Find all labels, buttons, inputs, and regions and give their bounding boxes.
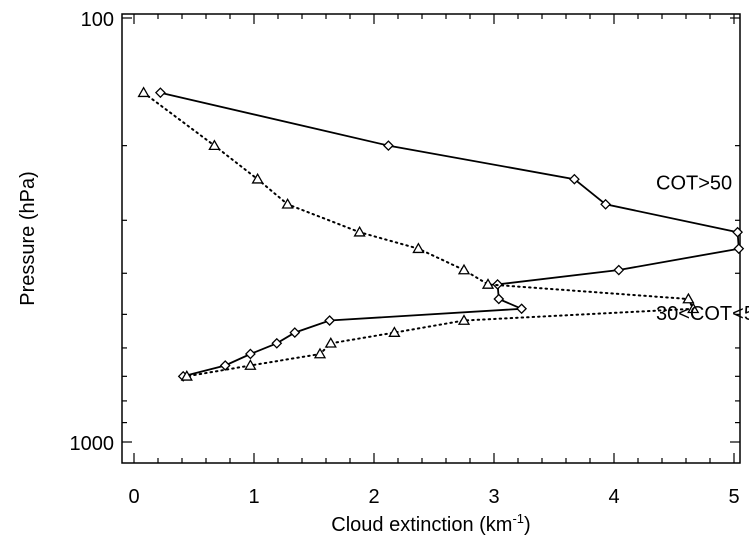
x-tick-label: 3 xyxy=(488,486,499,508)
data-point xyxy=(687,302,700,314)
annotation-2: 30<COT<50 xyxy=(656,303,749,325)
y-axis: 100 1000 xyxy=(70,9,740,455)
data-point xyxy=(481,278,495,289)
data-point xyxy=(382,140,394,152)
x-axis: 0 1 2 3 4 5 xyxy=(128,14,740,508)
data-point xyxy=(271,337,283,349)
data-point xyxy=(682,292,695,304)
data-point xyxy=(732,226,744,238)
data-point xyxy=(219,360,231,371)
data-point xyxy=(353,225,366,237)
data-point xyxy=(733,243,745,255)
series-2 xyxy=(137,86,700,381)
plot-frame xyxy=(121,13,741,464)
y-tick-label: 1000 xyxy=(70,433,115,455)
series-line xyxy=(142,91,695,378)
data-point xyxy=(324,336,337,348)
annotations: COT>50 30<COT<50 xyxy=(656,173,749,325)
data-point xyxy=(137,86,150,98)
data-point xyxy=(208,139,221,151)
data-point xyxy=(244,359,257,370)
axes: 0 1 2 3 4 5 100 1000 Cloud extinction (km-1) Pres… xyxy=(17,9,741,536)
data-point xyxy=(516,303,528,315)
series-1 xyxy=(154,87,745,382)
data-point xyxy=(154,87,166,99)
data-point xyxy=(613,264,625,276)
data-point xyxy=(244,348,256,360)
data-point xyxy=(251,172,264,184)
x-tick-label: 0 xyxy=(128,486,139,508)
data-point xyxy=(600,198,612,210)
x-tick-label: 4 xyxy=(608,486,619,508)
data-point xyxy=(493,293,505,305)
data-point xyxy=(388,326,401,337)
series-layer xyxy=(137,86,745,382)
y-tick-label: 100 xyxy=(81,9,114,31)
data-point xyxy=(412,242,425,254)
x-tick-label: 5 xyxy=(728,486,739,508)
annotation-1: COT>50 xyxy=(656,173,732,195)
data-point xyxy=(281,197,294,209)
x-tick-label: 2 xyxy=(368,486,379,508)
data-point xyxy=(180,370,193,381)
series-line xyxy=(160,91,740,378)
data-point xyxy=(457,314,471,325)
data-point xyxy=(289,327,301,339)
data-point xyxy=(324,315,336,326)
data-point xyxy=(457,263,471,275)
x-axis-title: Cloud extinction (km-1) xyxy=(331,511,530,536)
data-point xyxy=(313,347,327,359)
data-point xyxy=(568,173,580,185)
x-tick-label: 1 xyxy=(248,486,259,508)
y-axis-title: Pressure (hPa) xyxy=(17,171,39,306)
